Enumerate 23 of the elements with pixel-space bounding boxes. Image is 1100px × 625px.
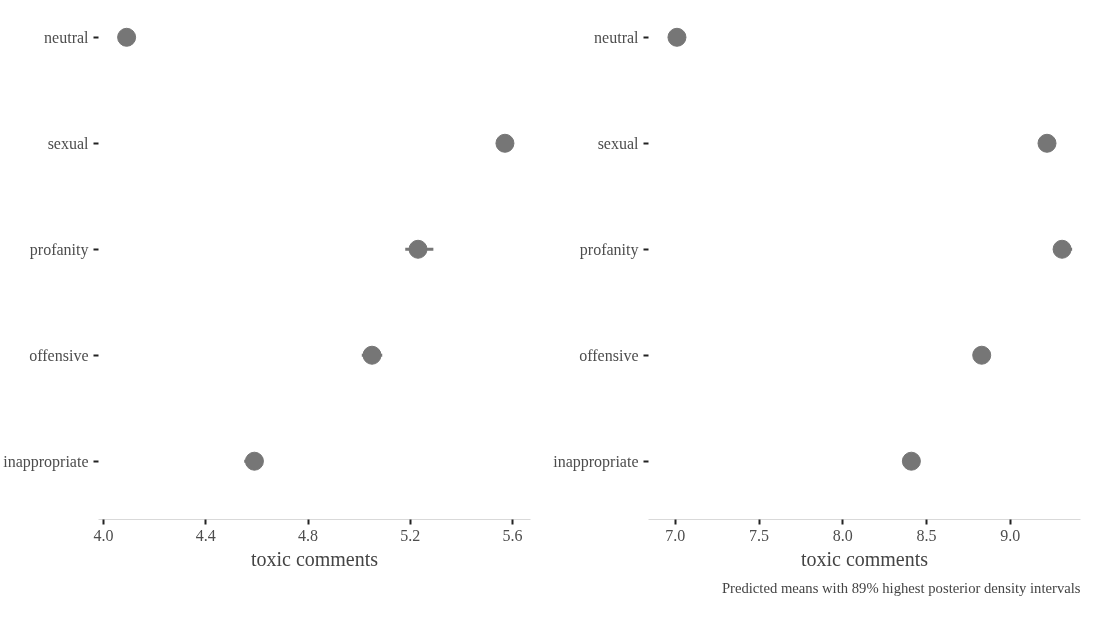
y-tick-label: sexual xyxy=(47,134,90,152)
x-tick-label: 7.5 xyxy=(749,526,770,544)
y-tick-label: offensive xyxy=(579,346,639,364)
x-tick-label: 9.0 xyxy=(1000,526,1021,544)
y-tick-label: sexual xyxy=(597,134,640,152)
y-tick-label: neutral xyxy=(594,28,640,46)
text: Predicted means with 89% highest posterior density intervals xyxy=(721,579,1081,596)
x-tick-label: 4.8 xyxy=(298,526,319,544)
x-tick-label: 4.4 xyxy=(195,526,216,544)
y-tick-label: inappropriate xyxy=(553,452,639,471)
x-tick-label: 8.0 xyxy=(832,526,853,544)
y-tick-label: profanity xyxy=(29,240,89,259)
x-tick-label: 5.2 xyxy=(400,526,421,544)
x-tick-label: 4.0 xyxy=(93,526,114,544)
x-tick-label: 8.5 xyxy=(916,526,937,544)
y-tick-label: offensive xyxy=(29,346,89,364)
y-tick-label: inappropriate xyxy=(3,452,89,471)
x-axis-title: toxic comments xyxy=(250,547,379,570)
x-tick-label: 7.0 xyxy=(665,526,686,544)
x-axis-title: toxic comments xyxy=(800,547,929,570)
x-tick-label: 5.6 xyxy=(502,526,523,544)
y-tick-label: profanity xyxy=(579,240,639,259)
y-tick-label: neutral xyxy=(44,28,90,46)
